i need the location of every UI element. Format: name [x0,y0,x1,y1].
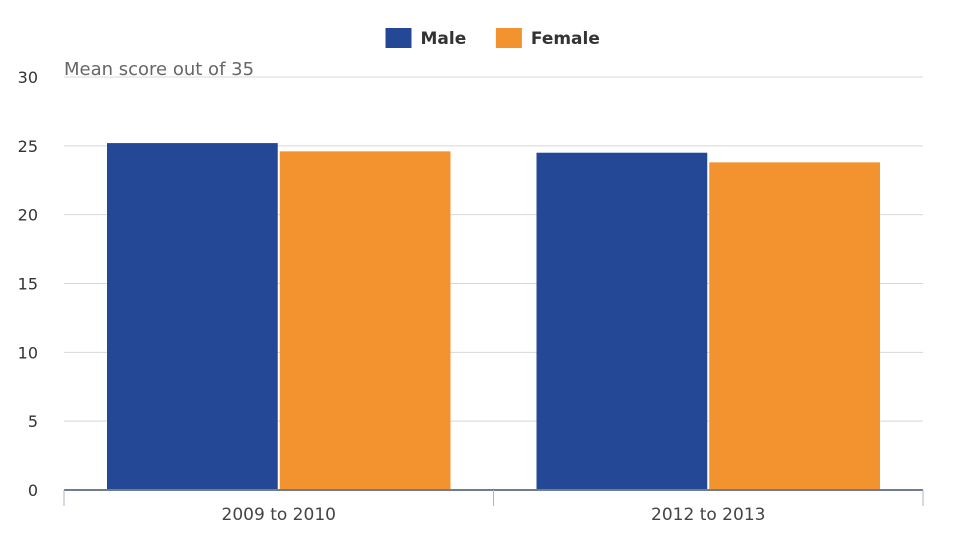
y-tick-label: 15 [18,275,38,294]
y-tick-label: 25 [18,137,38,156]
y-axis-label: Mean score out of 35 [64,59,254,80]
bar-female-0 [279,151,451,490]
legend-swatch-female [495,28,522,48]
y-tick-label: 30 [18,68,38,87]
x-tick-label: 2009 to 2010 [222,505,336,525]
legend-label-male: Male [421,29,467,49]
y-tick-label: 0 [28,481,38,500]
legend: Male Female [385,28,600,49]
bar-male-1 [536,152,708,490]
legend-label-female: Female [531,29,600,49]
bar-male-0 [107,143,278,490]
bars [107,143,880,490]
y-tick-label: 20 [18,206,38,225]
legend-swatch-male [385,28,412,48]
x-tick-label: 2012 to 2013 [651,505,765,525]
y-tick-label: 10 [18,343,38,362]
bar-female-1 [709,162,880,490]
y-tick-label: 5 [28,412,38,431]
axes: 0 5 10 15 20 25 30 2009 to 2010 2012 to 2013 [18,68,924,525]
